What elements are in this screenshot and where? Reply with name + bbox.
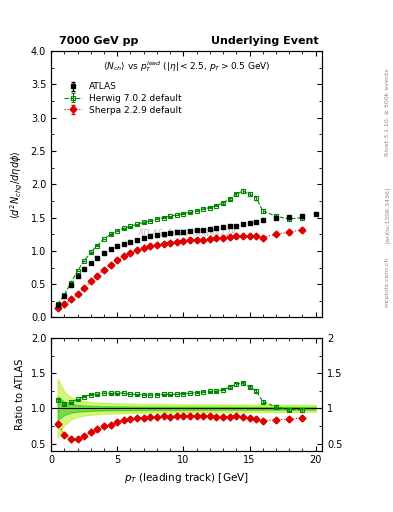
Text: $\langle N_{ch}\rangle$ vs $p_T^{lead}$ ($|\eta| < 2.5$, $p_T > 0.5$ GeV): $\langle N_{ch}\rangle$ vs $p_T^{lead}$ … — [103, 59, 270, 74]
Text: Rivet 3.1.10, ≥ 500k events: Rivet 3.1.10, ≥ 500k events — [385, 69, 389, 157]
Text: 7000 GeV pp: 7000 GeV pp — [59, 36, 138, 46]
Text: [arXiv:1306.3436]: [arXiv:1306.3436] — [385, 187, 389, 243]
Legend: ATLAS, Herwig 7.0.2 default, Sherpa 2.2.9 default: ATLAS, Herwig 7.0.2 default, Sherpa 2.2.… — [64, 82, 182, 115]
Text: ATLAS_2010_S8894728: ATLAS_2010_S8894728 — [137, 228, 236, 237]
Text: Underlying Event: Underlying Event — [211, 36, 318, 46]
Text: mcplots.cern.ch: mcplots.cern.ch — [385, 257, 389, 307]
Y-axis label: Ratio to ATLAS: Ratio to ATLAS — [15, 358, 25, 430]
X-axis label: $p_T$ (leading track) [GeV]: $p_T$ (leading track) [GeV] — [124, 471, 249, 485]
Y-axis label: $\langle d^2 N_{chg}/d\eta d\phi \rangle$: $\langle d^2 N_{chg}/d\eta d\phi \rangle… — [9, 150, 25, 219]
